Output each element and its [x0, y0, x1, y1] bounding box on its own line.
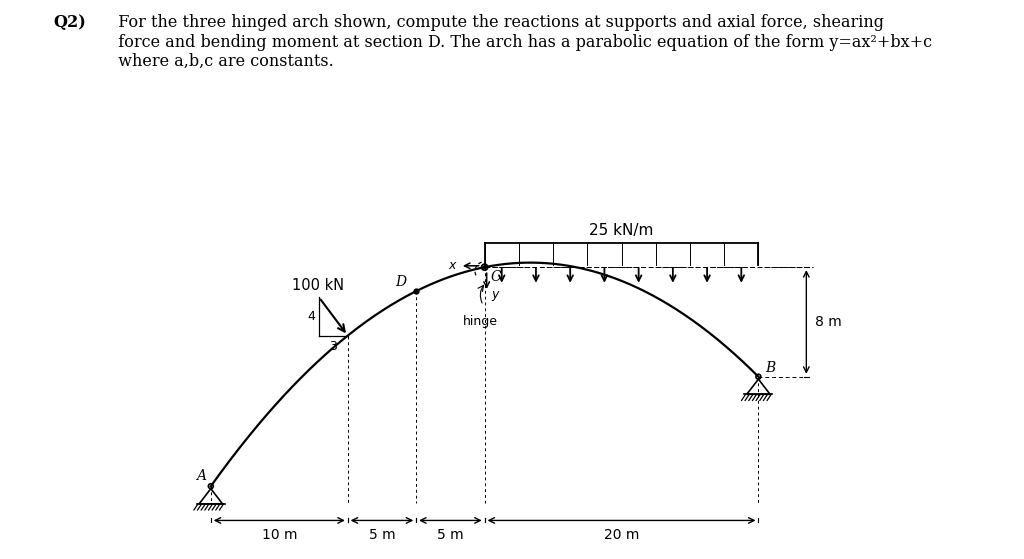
- Text: 3: 3: [330, 340, 337, 353]
- Text: 8 m: 8 m: [814, 315, 842, 329]
- Text: 5 m: 5 m: [369, 528, 395, 542]
- Text: D: D: [395, 275, 407, 289]
- Text: 100 kN: 100 kN: [292, 278, 344, 293]
- Text: Q2): Q2): [53, 14, 86, 31]
- Text: 20 m: 20 m: [604, 528, 639, 542]
- Text: 5 m: 5 m: [437, 528, 464, 542]
- Text: For the three hinged arch shown, compute the reactions at supports and axial for: For the three hinged arch shown, compute…: [108, 14, 932, 70]
- Text: 4: 4: [307, 310, 314, 323]
- Text: A: A: [196, 469, 206, 483]
- Text: B: B: [765, 361, 775, 375]
- Text: y: y: [492, 288, 499, 301]
- Text: 10 m: 10 m: [261, 528, 297, 542]
- Text: x: x: [449, 259, 456, 272]
- Circle shape: [483, 266, 485, 268]
- Text: hinge: hinge: [463, 315, 498, 328]
- Text: 25 kN/m: 25 kN/m: [590, 224, 653, 239]
- Text: C: C: [490, 270, 502, 284]
